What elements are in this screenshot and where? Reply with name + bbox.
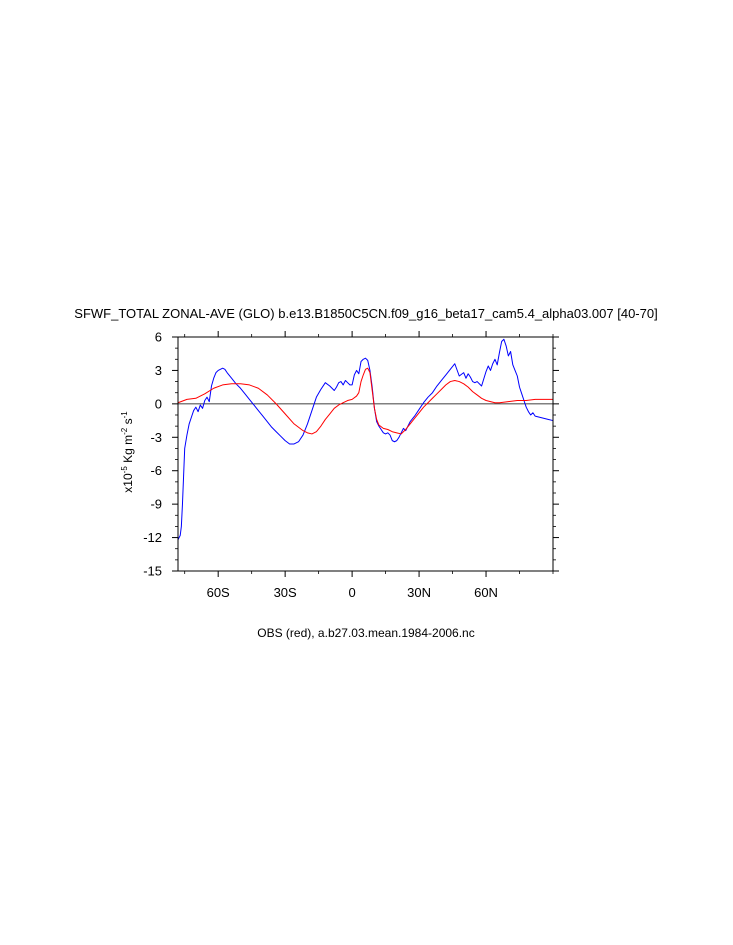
x-tick-label: 30S (274, 585, 297, 600)
x-tick-label: 0 (348, 585, 355, 600)
y-tick-label: -9 (150, 497, 162, 512)
y-tick-label: 0 (155, 396, 162, 411)
x-tick-label: 60N (474, 585, 498, 600)
plot-frame (177, 336, 554, 572)
y-label-mid: Kg m (121, 435, 135, 466)
y-label-exp3: -1 (120, 411, 129, 419)
y-tick-label: 6 (155, 330, 162, 345)
axis-ticks: 6 3 0 -3 -6 -9 -12 -15 60S 30S 0 30N 60N (143, 330, 559, 600)
series-layer (177, 338, 554, 541)
y-label-exp2: -2 (120, 427, 129, 435)
y-label-exp1: -5 (120, 466, 129, 474)
y-tick-label: -6 (150, 463, 162, 478)
y-tick-label: 3 (155, 363, 162, 378)
y-tick-label: -15 (143, 564, 162, 579)
y-axis-label: x10-5 Kg m-2 s-1 (120, 411, 135, 493)
y-label-prefix: x10 (121, 473, 135, 493)
y-axis-label-text: x10-5 Kg m-2 s-1 (120, 411, 135, 493)
chart-footer: OBS (red), a.b27.03.mean.1984-2006.nc (257, 626, 474, 640)
y-label-mid2: s (121, 418, 135, 427)
series-line-0 (177, 338, 554, 541)
y-tick-label: -12 (143, 530, 162, 545)
x-tick-label: 30N (407, 585, 431, 600)
series-line-1 (177, 367, 553, 435)
chart-title: SFWF_TOTAL ZONAL-AVE (GLO) b.e13.B1850C5… (74, 306, 657, 321)
x-tick-label: 60S (207, 585, 230, 600)
y-tick-label: -3 (150, 430, 162, 445)
